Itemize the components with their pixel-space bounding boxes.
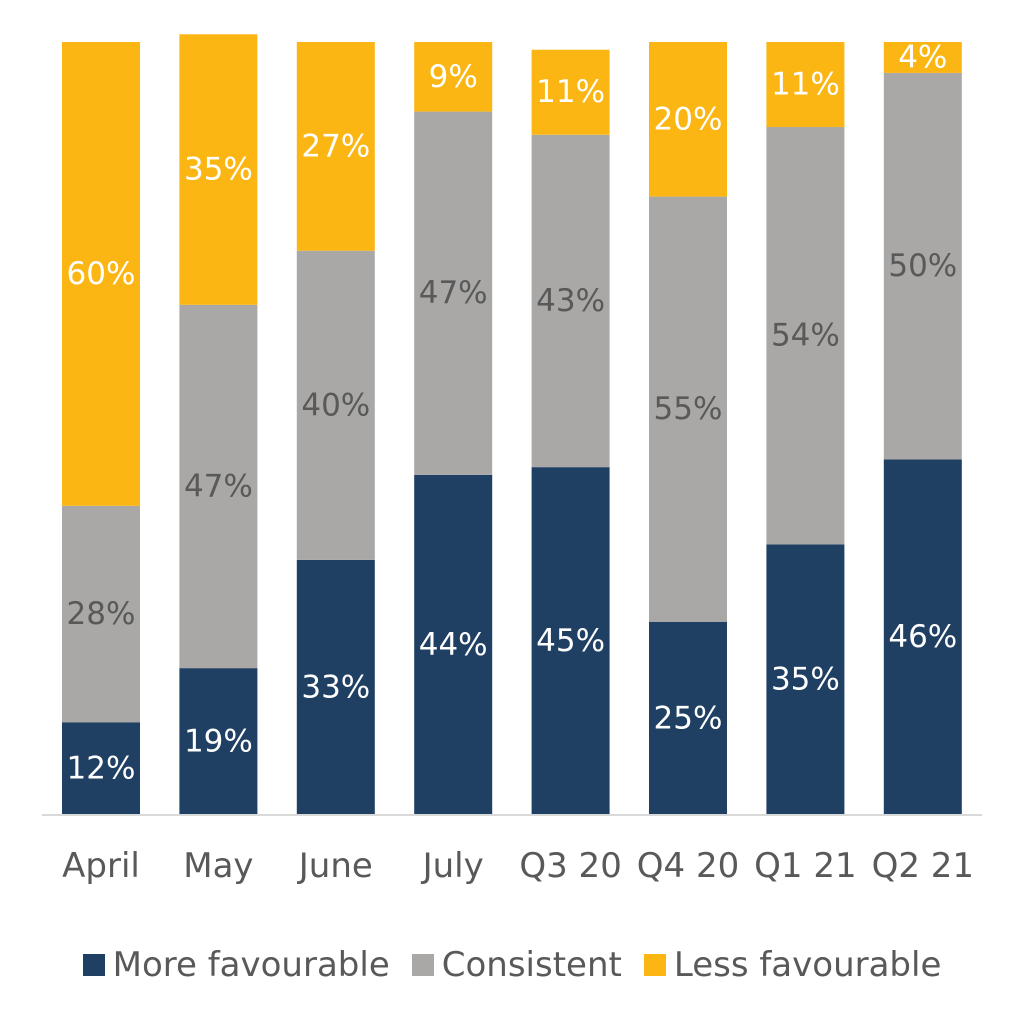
- data-label: 4%: [898, 39, 947, 75]
- data-label: 20%: [654, 101, 723, 137]
- data-label: 12%: [67, 751, 136, 787]
- category-label: Q4 20: [637, 846, 739, 886]
- legend-swatch-more-favourable: [82, 954, 105, 976]
- data-label: 28%: [67, 596, 136, 632]
- bar-segment: [62, 42, 140, 506]
- bar-segment: [179, 304, 258, 669]
- bar-segment: [649, 621, 727, 815]
- data-label: 27%: [301, 128, 370, 164]
- legend: More favourable Consistent Less favourab…: [0, 940, 1024, 990]
- data-label: 40%: [301, 387, 370, 423]
- bar-segment: [766, 42, 845, 128]
- data-label: 55%: [654, 391, 723, 427]
- bar-segment: [179, 34, 258, 305]
- bar-segment: [62, 505, 140, 723]
- category-label: Q1 21: [754, 846, 856, 886]
- stacked-bar-chart: 12% 28% 60% 19% 47% 35% 33% 40% 27% 44% 47% 9% 45% 43…: [42, 34, 982, 886]
- category-label: April: [62, 846, 140, 886]
- bar-segment: [649, 196, 727, 622]
- category-label: Q2 21: [872, 846, 974, 886]
- data-label: 9%: [429, 59, 478, 95]
- legend-item-more-favourable: More favourable: [82, 945, 390, 985]
- bar-segment: [766, 544, 845, 815]
- data-label: 33%: [301, 669, 370, 705]
- legend-swatch-less-favourable: [643, 954, 666, 976]
- bar-segment: [649, 42, 727, 197]
- bar-segment: [531, 467, 610, 815]
- data-label: 60%: [67, 256, 136, 292]
- data-label: 54%: [771, 318, 840, 354]
- bar-segment: [531, 134, 610, 468]
- data-label: 25%: [654, 700, 723, 736]
- data-label: 35%: [771, 662, 840, 698]
- legend-label-consistent: Consistent: [441, 945, 622, 985]
- bar-segment: [414, 111, 493, 475]
- legend-swatch-consistent: [411, 954, 434, 976]
- legend-item-less-favourable: Less favourable: [643, 945, 942, 985]
- legend-label-more-favourable: More favourable: [112, 945, 390, 985]
- bar-segment: [414, 42, 493, 112]
- legend-item-consistent: Consistent: [411, 945, 622, 985]
- bar-segment: [766, 127, 845, 545]
- bar-segment: [296, 250, 375, 560]
- category-label: Q3 20: [519, 846, 621, 886]
- data-label: 47%: [184, 468, 253, 504]
- legend-label-less-favourable: Less favourable: [673, 945, 942, 985]
- data-label: 46%: [888, 619, 957, 655]
- data-label: 19%: [184, 724, 253, 760]
- bar-segment: [883, 42, 962, 73]
- bar-segment: [296, 559, 375, 815]
- data-label: 43%: [536, 283, 605, 319]
- data-label: 50%: [888, 248, 957, 284]
- bar-segment: [62, 722, 140, 815]
- data-label: 35%: [184, 152, 253, 188]
- bars-group: 12% 28% 60% 19% 47% 35% 33% 40% 27% 44% 47% 9% 45% 43…: [62, 34, 962, 815]
- data-label: 45%: [536, 623, 605, 659]
- category-labels-group: April May June July Q3 20 Q4 20 Q1 21 Q2 21: [62, 846, 974, 886]
- bar-segment: [883, 72, 962, 460]
- category-label: June: [297, 846, 373, 886]
- bar-segment: [179, 668, 258, 815]
- data-label: 44%: [419, 627, 488, 663]
- data-label: 11%: [536, 74, 605, 110]
- category-label: May: [183, 846, 253, 886]
- bar-segment: [883, 459, 962, 815]
- bar-segment: [296, 42, 375, 251]
- category-label: July: [421, 846, 484, 886]
- bar-segment: [414, 474, 493, 815]
- data-label: 47%: [419, 275, 488, 311]
- bar-segment: [531, 49, 610, 135]
- data-label: 11%: [771, 67, 840, 103]
